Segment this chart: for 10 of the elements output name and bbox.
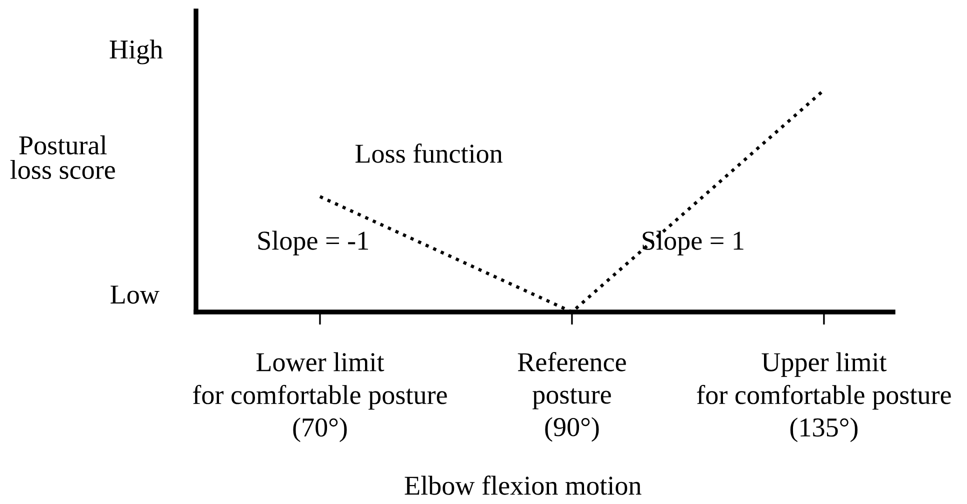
series-label: Loss function xyxy=(355,144,502,163)
annotation: Slope = -1 xyxy=(258,230,368,256)
x-tick-label: Reference posture (90°) xyxy=(518,352,626,442)
text: High xyxy=(110,40,163,64)
annotation: Slope = 1 xyxy=(642,230,744,256)
y-axis-title: Postural loss score xyxy=(10,135,115,180)
text: Low xyxy=(110,286,160,304)
x-tick-label: Lower limit for comfortable posture (70°) xyxy=(192,352,447,442)
x-axis-title: Elbow flexion motion xyxy=(404,476,642,495)
x-tick-label: Upper limit for comfortable posture (135°) xyxy=(696,352,951,442)
